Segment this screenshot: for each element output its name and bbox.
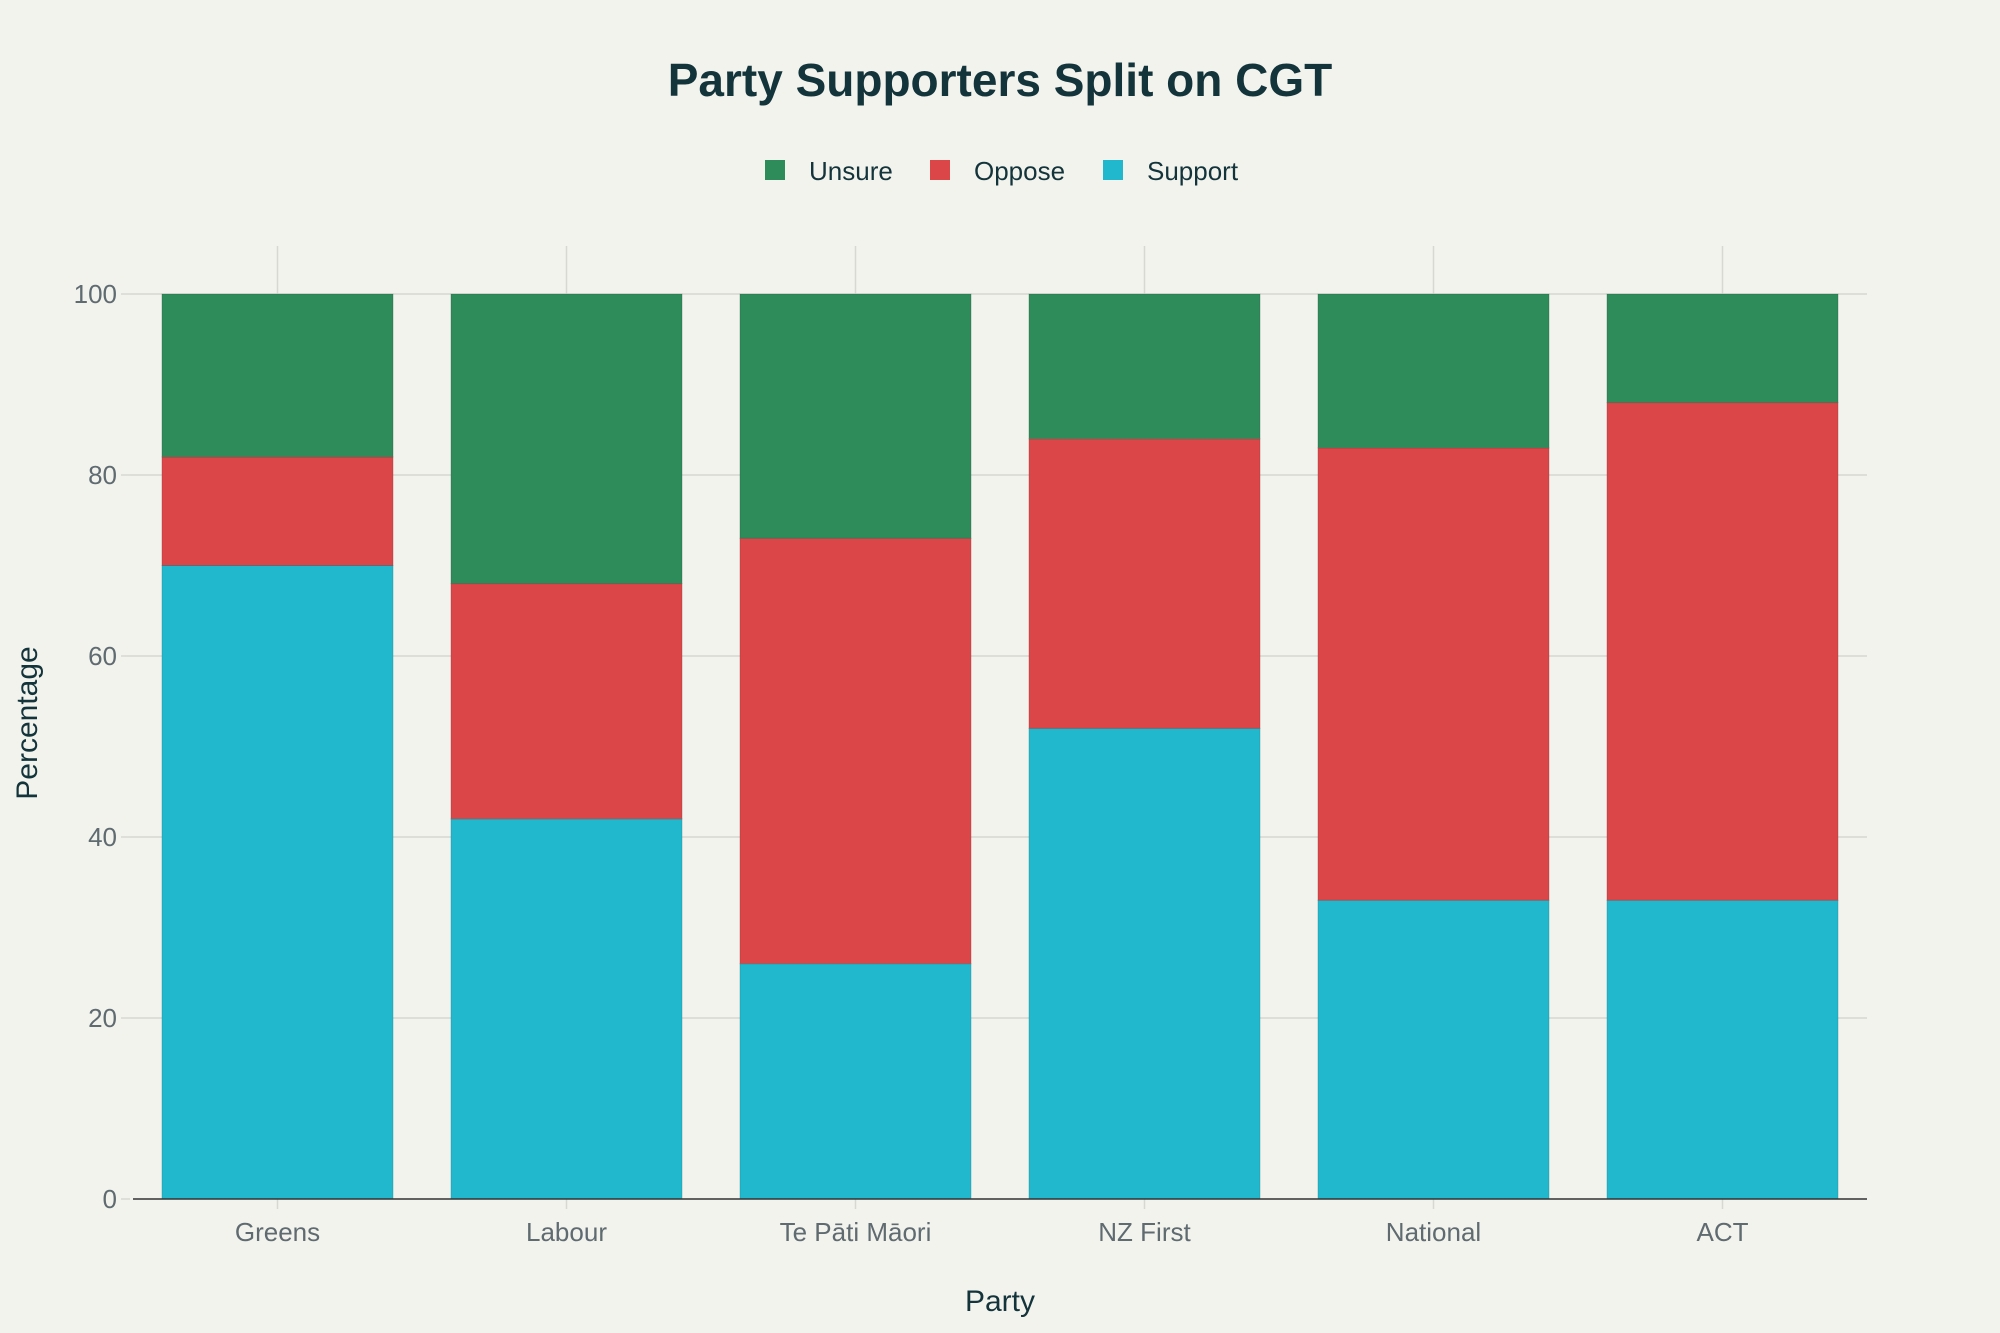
legend-item-support[interactable]: Support — [1103, 156, 1239, 186]
bar-unsure-national[interactable] — [1317, 293, 1550, 449]
legend-item-oppose[interactable]: Oppose — [930, 156, 1065, 186]
x-tick-label: Greens — [235, 1217, 320, 1247]
x-axis-title: Party — [965, 1285, 1035, 1318]
y-tick-label: 0 — [103, 1184, 117, 1214]
bar-support-labour[interactable] — [450, 818, 683, 1200]
x-tick-label: Labour — [526, 1217, 607, 1247]
legend-swatch-oppose — [930, 160, 950, 180]
x-tick-label: Te Pāti Māori — [780, 1217, 932, 1247]
bar-unsure-greens[interactable] — [161, 293, 394, 458]
bar-oppose-act[interactable] — [1606, 402, 1839, 901]
x-tick-label: NZ First — [1098, 1217, 1191, 1247]
bars — [161, 293, 1839, 1200]
legend-label: Support — [1147, 156, 1239, 186]
bar-oppose-te-p-ti-m-ori[interactable] — [739, 537, 972, 965]
y-tick-label: 40 — [88, 822, 117, 852]
bar-oppose-nz-first[interactable] — [1028, 438, 1261, 729]
legend-label: Oppose — [974, 156, 1065, 186]
bar-support-national[interactable] — [1317, 899, 1550, 1200]
bar-unsure-labour[interactable] — [450, 293, 683, 585]
x-tick-label: ACT — [1697, 1217, 1749, 1247]
bar-oppose-greens[interactable] — [161, 456, 394, 566]
chart-title: Party Supporters Split on CGT — [668, 54, 1333, 106]
y-tick-label: 60 — [88, 641, 117, 671]
x-tick-label: National — [1386, 1217, 1481, 1247]
bar-support-greens[interactable] — [161, 565, 394, 1200]
y-axis-title: Percentage — [11, 646, 44, 799]
bar-support-nz-first[interactable] — [1028, 727, 1261, 1200]
legend-swatch-unsure — [765, 160, 785, 180]
gridlines — [130, 246, 1867, 1019]
bar-oppose-labour[interactable] — [450, 583, 683, 820]
bar-support-te-p-ti-m-ori[interactable] — [739, 963, 972, 1200]
y-tick-label: 80 — [88, 460, 117, 490]
legend-swatch-support — [1103, 160, 1123, 180]
bar-oppose-national[interactable] — [1317, 447, 1550, 901]
bar-support-act[interactable] — [1606, 899, 1839, 1200]
y-tick-label: 20 — [88, 1003, 117, 1033]
legend-item-unsure[interactable]: Unsure — [765, 156, 893, 186]
legend-label: Unsure — [809, 156, 893, 186]
bar-unsure-nz-first[interactable] — [1028, 293, 1261, 440]
y-axis-ticks: 0 20 40 60 80 100 — [74, 279, 130, 1214]
x-axis-ticks: Greens Labour Te Pāti Māori NZ First Nationa… — [235, 1199, 1749, 1247]
bar-unsure-te-p-ti-m-ori[interactable] — [739, 293, 972, 539]
y-tick-label: 100 — [74, 279, 117, 309]
legend: Unsure Oppose Support — [765, 156, 1239, 186]
bar-unsure-act[interactable] — [1606, 293, 1839, 404]
